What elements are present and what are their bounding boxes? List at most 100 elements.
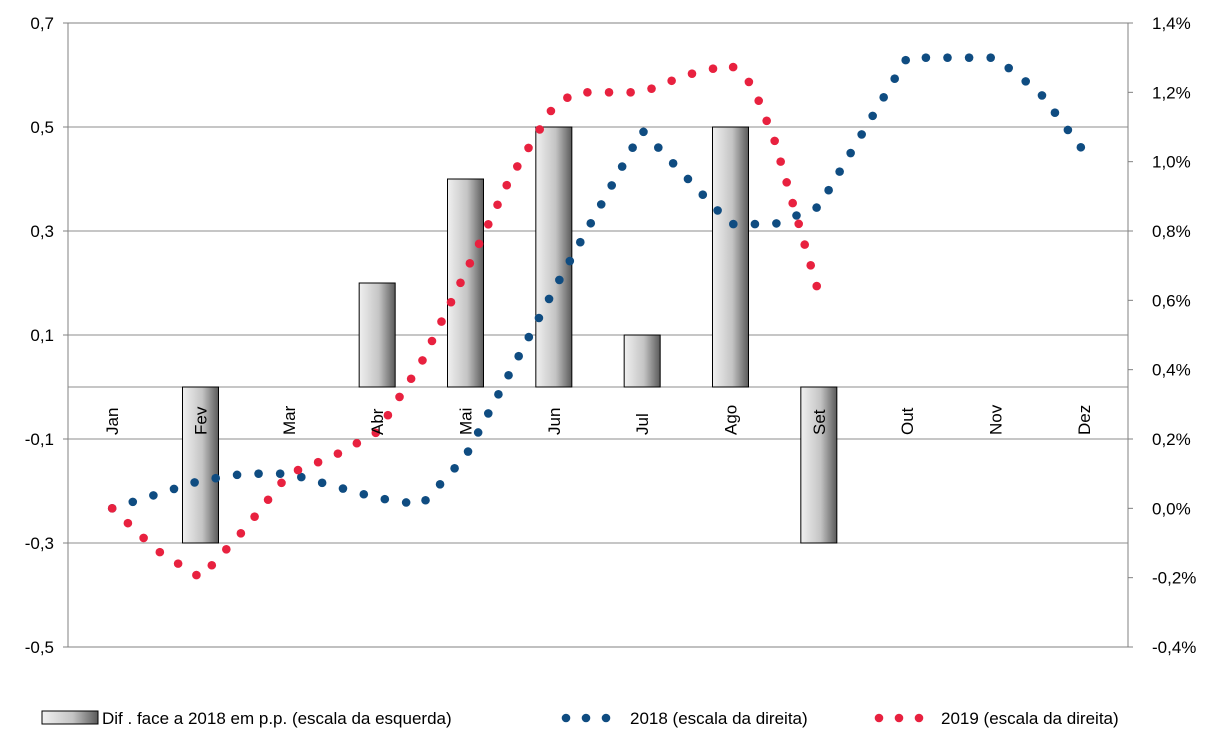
series-dot xyxy=(406,374,416,384)
series-dot xyxy=(456,278,465,288)
category-label: Fev xyxy=(192,406,211,435)
right-tick-label: 0,0% xyxy=(1152,499,1191,518)
series-dot xyxy=(792,211,801,220)
series-dot xyxy=(901,55,911,65)
series-dot xyxy=(474,239,484,249)
series-dot xyxy=(446,297,456,307)
series-dot xyxy=(986,53,995,62)
series-dot xyxy=(380,494,390,504)
series-dot xyxy=(668,158,678,168)
series-dot xyxy=(794,219,803,229)
left-tick-label: 0,5 xyxy=(30,118,54,137)
right-tick-label: 0,8% xyxy=(1152,222,1191,241)
series-dot xyxy=(754,96,763,106)
legend-bar-swatch xyxy=(41,710,99,725)
series-dot xyxy=(687,69,697,78)
series-dot xyxy=(647,84,656,93)
right-tick-label: 1,2% xyxy=(1152,83,1191,102)
right-tick-label: -0,4% xyxy=(1152,638,1196,657)
series-dot xyxy=(708,64,718,74)
series-dot xyxy=(211,473,221,483)
series-dot xyxy=(1037,91,1047,100)
series-dot xyxy=(494,390,503,399)
series-dot xyxy=(371,428,381,438)
series-dot xyxy=(418,356,427,365)
series-dot xyxy=(513,162,522,171)
series-dot xyxy=(729,219,738,229)
series-dot xyxy=(728,62,738,72)
series-dot xyxy=(297,472,306,482)
category-label: Nov xyxy=(987,404,1006,435)
series-dot xyxy=(317,478,327,488)
series-dot xyxy=(463,447,473,456)
series-dot xyxy=(1050,108,1060,117)
right-axis: -0,4% -0,2% 0,0% 0,2% 0,4% 0,6% 0,8% 1,0% 1,2% 1,… xyxy=(1128,14,1196,657)
series-dot xyxy=(544,294,554,304)
series-dot xyxy=(586,218,596,228)
series-dot xyxy=(713,206,722,215)
category-label: Jul xyxy=(633,413,652,435)
series-dot xyxy=(1004,63,1014,73)
series-dot xyxy=(222,544,231,554)
series-dot xyxy=(427,336,437,346)
bar-jun xyxy=(535,126,573,388)
series-dot xyxy=(275,469,285,478)
series-dot xyxy=(698,190,708,199)
series-dot xyxy=(824,185,833,195)
series-dot xyxy=(943,53,952,62)
category-label: Dez xyxy=(1075,405,1094,435)
bar-set xyxy=(800,386,838,544)
series-dot xyxy=(1076,142,1086,152)
series-dot xyxy=(879,93,888,102)
series-dot xyxy=(762,116,771,126)
series-dot xyxy=(607,181,616,190)
series-dot xyxy=(596,200,606,209)
series-dot xyxy=(667,76,676,86)
gridlines xyxy=(68,126,1128,544)
series-dot xyxy=(812,281,822,291)
legend-label-bars: Dif . face a 2018 em p.p. (escala da esq… xyxy=(102,709,452,728)
series-dot xyxy=(254,469,263,478)
x-axis-categories: Jan Fev Mar Abr Mai Jun Jul Ago Set Out Nov Dez xyxy=(103,404,1094,435)
series-dot xyxy=(359,489,369,499)
series-dot xyxy=(546,106,556,116)
legend-swatch-2018 xyxy=(561,713,611,723)
category-label: Mai xyxy=(457,408,476,435)
series-dot xyxy=(555,275,564,285)
legend-dot xyxy=(894,713,904,723)
series-dot xyxy=(782,178,791,187)
series-dot xyxy=(776,157,785,166)
series-dot xyxy=(250,512,259,521)
series-dot xyxy=(835,167,844,176)
series-dot xyxy=(868,111,877,121)
series-dot xyxy=(535,125,545,134)
series-dot xyxy=(155,547,165,557)
series-dot xyxy=(207,560,217,570)
category-label: Mar xyxy=(280,405,299,435)
series-dot xyxy=(575,237,585,247)
series-dot xyxy=(352,438,362,448)
series-dot xyxy=(628,143,637,152)
series-dot xyxy=(639,127,648,137)
left-tick-label: 0,7 xyxy=(30,14,54,33)
series-dot xyxy=(383,410,393,420)
bar-series xyxy=(182,126,838,544)
right-tick-label: 0,6% xyxy=(1152,291,1191,310)
series-dot xyxy=(395,392,404,402)
category-label: Abr xyxy=(368,408,387,435)
series-dot xyxy=(744,77,754,87)
left-tick-label: 0,1 xyxy=(30,326,54,345)
legend-swatch-2019 xyxy=(874,713,924,723)
category-label: Out xyxy=(898,407,917,435)
series-dot xyxy=(806,261,816,270)
series-2019 xyxy=(107,62,822,580)
legend-dot xyxy=(561,713,571,723)
series-dot xyxy=(683,174,693,184)
right-tick-label: 1,4% xyxy=(1152,14,1191,33)
series-dot xyxy=(190,478,199,487)
left-tick-label: -0,5 xyxy=(25,638,54,657)
series-dot xyxy=(313,457,323,467)
series-dot xyxy=(1063,125,1073,135)
right-tick-label: 0,2% xyxy=(1152,430,1191,449)
legend-dot xyxy=(874,713,884,723)
